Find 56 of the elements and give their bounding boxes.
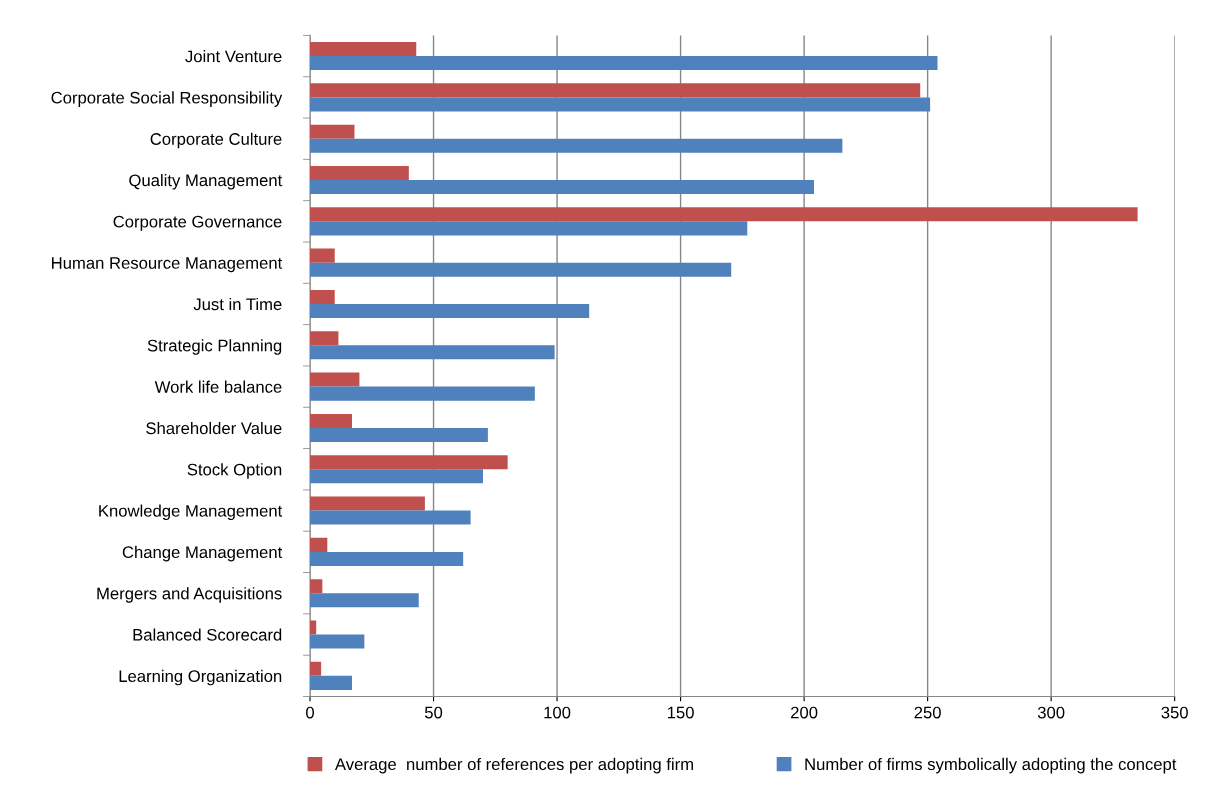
- bar: [310, 207, 1138, 222]
- bar: [310, 413, 353, 428]
- legend-label: Average number of references per adopting firm: [334, 757, 693, 774]
- y-tick-label: Joint Venture: [185, 50, 282, 63]
- bar: [310, 56, 938, 71]
- bar: [310, 345, 555, 360]
- y-tick-label: Stock Option: [187, 463, 282, 479]
- bar: [310, 221, 748, 236]
- x-tick-label: 50: [424, 706, 443, 719]
- bar: [310, 551, 464, 566]
- bar: [310, 537, 328, 552]
- y-tick-label: Change Management: [122, 545, 283, 562]
- bar: [310, 427, 488, 442]
- bar: [310, 262, 732, 277]
- y-tick-label: Strategic Planning: [147, 339, 282, 355]
- bar: [310, 634, 365, 649]
- bar: [310, 496, 425, 511]
- y-tick-label: Just in Time: [193, 297, 282, 311]
- bar: [310, 372, 360, 387]
- x-tick-label: 300: [1037, 706, 1065, 719]
- x-tick-label: 100: [544, 706, 571, 719]
- bar: [310, 289, 335, 304]
- x-tick-label: 250: [914, 706, 941, 719]
- bar: [310, 303, 590, 319]
- y-tick-label: Shareholder Value: [146, 421, 282, 435]
- x-tick-label: 0: [306, 706, 314, 719]
- bar: [310, 180, 814, 195]
- bar: [310, 165, 409, 181]
- y-tick-label: Corporate Culture: [150, 132, 282, 149]
- bar: [310, 248, 335, 263]
- legend-label: Number of firms symbolically adopting the concept: [805, 757, 1177, 774]
- bar: [310, 675, 353, 690]
- bar: [310, 455, 508, 470]
- y-tick-label: Knowledge Management: [99, 504, 283, 521]
- bar: [310, 124, 355, 139]
- bar: [310, 138, 843, 153]
- x-tick-label: 200: [791, 706, 818, 719]
- y-tick-label: Human Resource Management: [52, 257, 283, 273]
- bar: [310, 97, 931, 112]
- bar: [310, 510, 471, 525]
- bar: [310, 593, 419, 608]
- y-tick-label: Work life balance: [154, 380, 282, 393]
- bar: [310, 42, 417, 57]
- x-tick-label: 150: [667, 706, 694, 719]
- x-tick-label: 350: [1161, 706, 1188, 719]
- bar: [310, 469, 483, 484]
- bar: [310, 331, 339, 346]
- y-tick-label: Quality Management: [129, 173, 283, 190]
- y-tick-label: Mergers and Acquisitions: [97, 587, 282, 603]
- y-tick-label: Corporate Social Responsibility: [51, 91, 283, 107]
- y-tick-label: Learning Organization: [119, 669, 282, 686]
- y-tick-label: Corporate Governance: [113, 215, 282, 231]
- bar: [310, 386, 535, 401]
- bar: [310, 661, 322, 676]
- y-tick-label: Balanced Scorecard: [133, 628, 282, 641]
- bar: [310, 83, 921, 98]
